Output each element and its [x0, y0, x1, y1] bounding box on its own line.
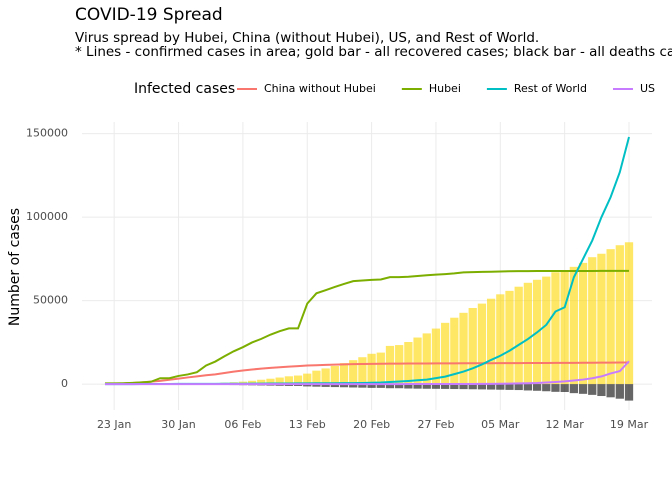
- x-tick-label: 27 Feb: [417, 418, 454, 431]
- bar: [413, 338, 421, 385]
- bar: [367, 354, 375, 384]
- y-axis-label: Number of cases: [7, 208, 23, 326]
- bar: [487, 384, 495, 389]
- bar: [551, 272, 559, 384]
- chart-subtitle: * Lines - confirmed cases in area; gold …: [75, 44, 672, 60]
- bar: [597, 254, 605, 384]
- bar: [432, 329, 440, 385]
- bar: [570, 384, 578, 393]
- y-tick-label: 50000: [33, 294, 68, 307]
- chart-title: COVID-19 Spread: [75, 5, 223, 25]
- bar: [588, 384, 596, 395]
- bar: [340, 363, 348, 384]
- x-tick-label: 05 Mar: [481, 418, 520, 431]
- bar: [358, 357, 366, 384]
- bar: [312, 371, 320, 384]
- legend-title: Infected cases: [134, 81, 235, 97]
- bar: [505, 291, 513, 384]
- bar: [321, 368, 329, 384]
- x-tick-label: 06 Feb: [224, 418, 261, 431]
- bar: [331, 366, 339, 384]
- x-tick-label: 23 Jan: [97, 418, 131, 431]
- y-tick-label: 0: [61, 377, 68, 390]
- bar: [542, 277, 550, 385]
- bar: [524, 384, 532, 390]
- x-tick-label: 20 Feb: [353, 418, 390, 431]
- bar: [625, 384, 633, 400]
- bar: [487, 299, 495, 384]
- bar: [515, 287, 523, 384]
- y-tick-label: 100000: [26, 210, 68, 223]
- bar: [505, 384, 513, 390]
- bar: [524, 283, 532, 384]
- bar: [606, 384, 614, 397]
- bar: [423, 333, 431, 384]
- bar: [579, 384, 587, 394]
- bar: [542, 384, 550, 391]
- bar: [551, 384, 559, 392]
- bar: [469, 308, 477, 384]
- x-tick-label: 12 Mar: [546, 418, 585, 431]
- x-tick-label: 30 Jan: [161, 418, 195, 431]
- bar: [579, 263, 587, 384]
- legend-label: China without Hubei: [264, 82, 376, 95]
- bar: [496, 384, 504, 390]
- legend-label: US: [640, 82, 655, 95]
- bar: [616, 384, 624, 399]
- legend-label: Rest of World: [514, 82, 587, 95]
- bar: [533, 384, 541, 391]
- bar: [459, 313, 467, 384]
- bar: [377, 353, 385, 385]
- bar: [561, 270, 569, 384]
- x-tick-label: 19 Mar: [610, 418, 649, 431]
- bar: [386, 346, 394, 384]
- bar: [515, 384, 523, 390]
- bar: [496, 294, 504, 384]
- bar: [561, 384, 569, 392]
- x-tick-label: 13 Feb: [289, 418, 326, 431]
- y-tick-label: 150000: [26, 127, 68, 140]
- bar: [478, 304, 486, 385]
- bar: [597, 384, 605, 396]
- legend-label: Hubei: [429, 82, 461, 95]
- bar: [588, 257, 596, 384]
- bar: [606, 249, 614, 384]
